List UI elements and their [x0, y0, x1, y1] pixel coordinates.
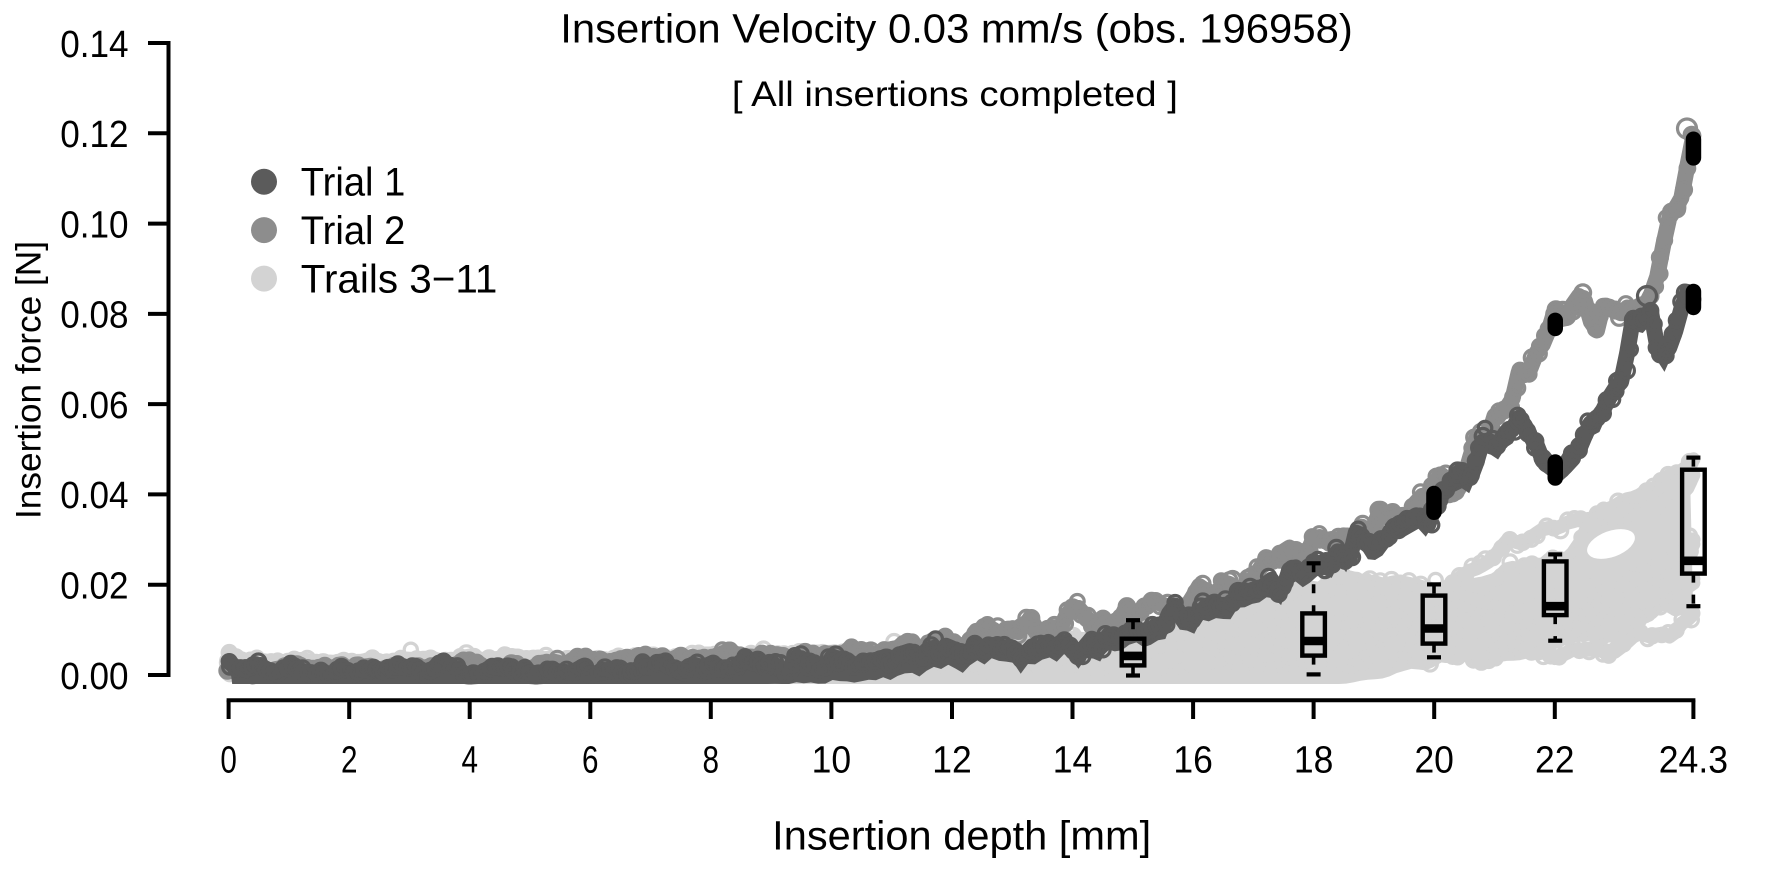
svg-text:Trial 2: Trial 2 — [301, 209, 406, 253]
svg-text:0: 0 — [220, 739, 237, 781]
svg-text:Insertion depth [mm]: Insertion depth [mm] — [772, 813, 1151, 859]
svg-text:Insertion force [N]: Insertion force [N] — [9, 241, 49, 519]
svg-text:0.06: 0.06 — [60, 385, 128, 427]
svg-text:0.08: 0.08 — [60, 295, 128, 337]
svg-text:0.00: 0.00 — [60, 656, 128, 698]
svg-text:0.14: 0.14 — [60, 24, 128, 66]
svg-text:14: 14 — [1053, 739, 1093, 781]
svg-text:6: 6 — [582, 739, 599, 781]
svg-text:0.12: 0.12 — [60, 114, 128, 156]
svg-text:2: 2 — [341, 739, 358, 781]
svg-text:20: 20 — [1414, 739, 1454, 781]
svg-text:12: 12 — [932, 739, 972, 781]
svg-text:Insertion Velocity 0.03 mm/s (: Insertion Velocity 0.03 mm/s (obs. 19695… — [560, 6, 1353, 52]
svg-text:16: 16 — [1173, 739, 1213, 781]
svg-text:0.10: 0.10 — [60, 204, 128, 246]
svg-text:[ All insertions completed ]: [ All insertions completed ] — [732, 75, 1178, 114]
svg-text:0.04: 0.04 — [60, 475, 128, 517]
svg-text:24.3: 24.3 — [1659, 739, 1728, 781]
svg-text:22: 22 — [1535, 739, 1575, 781]
svg-text:0.02: 0.02 — [60, 566, 128, 608]
svg-text:10: 10 — [812, 739, 852, 781]
svg-text:4: 4 — [461, 739, 478, 781]
svg-text:Trails 3−11: Trails 3−11 — [301, 257, 498, 301]
svg-text:18: 18 — [1294, 739, 1334, 781]
svg-text:8: 8 — [703, 739, 720, 781]
svg-text:Trial 1: Trial 1 — [301, 161, 406, 205]
